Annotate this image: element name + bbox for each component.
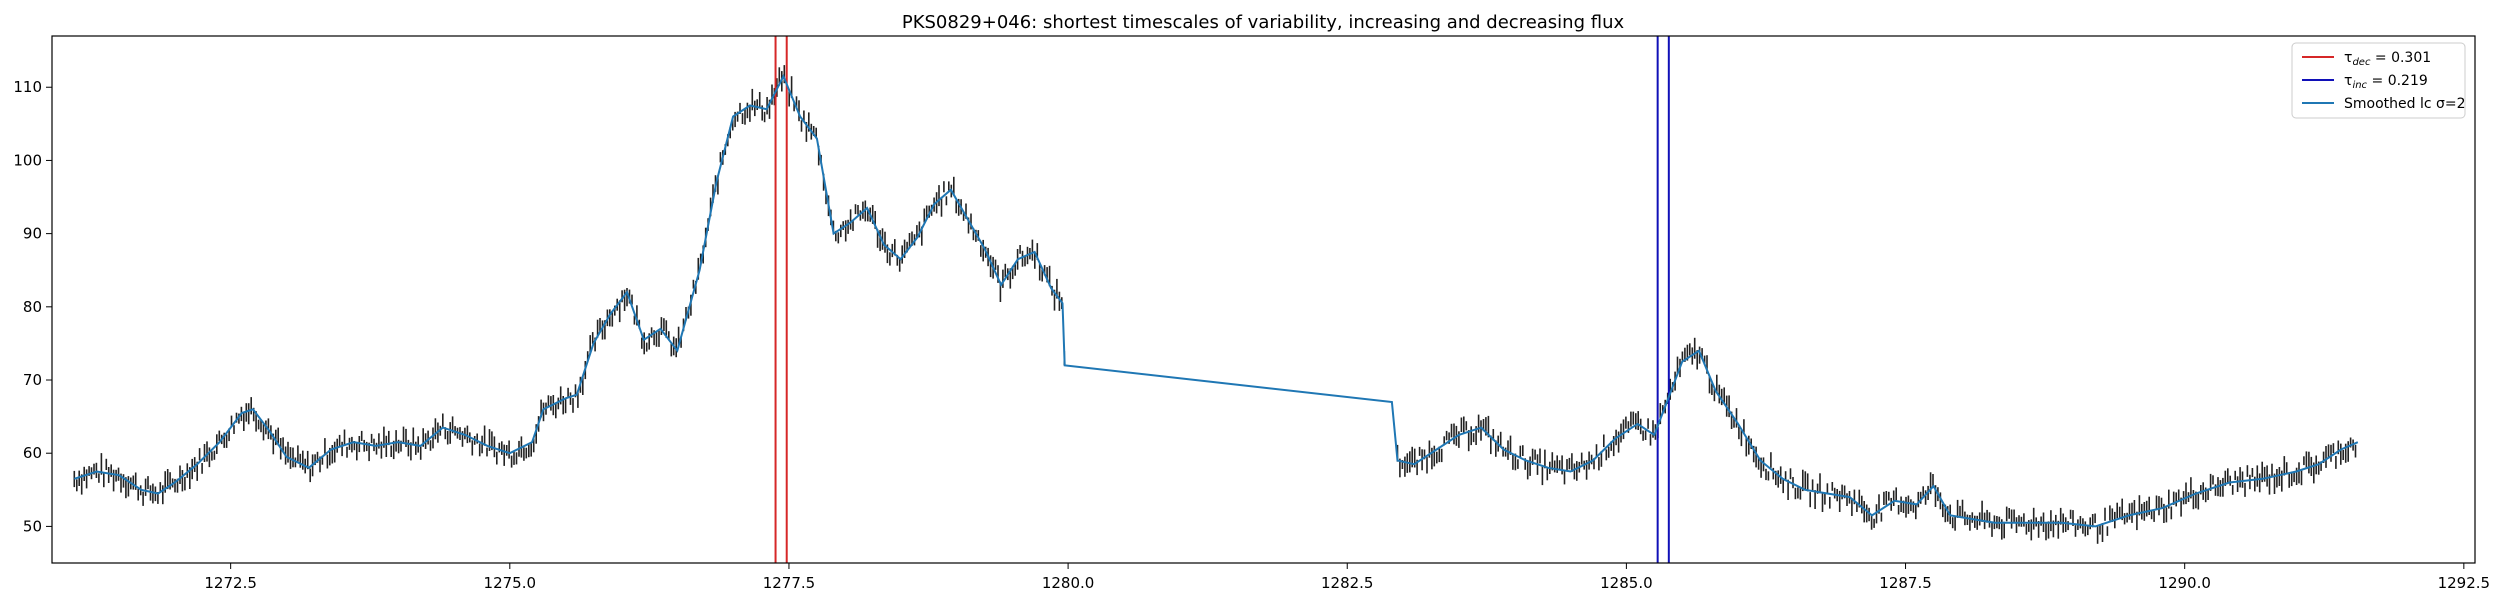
legend-label: τdec = 0.301	[2344, 50, 2431, 68]
legend: τdec = 0.301 τinc = 0.219 Smoothed lc σ=2	[2291, 42, 2466, 119]
x-tick-label: 1282.5	[1321, 574, 1374, 592]
y-tick-label: 70	[23, 371, 42, 389]
x-tick-label: 1272.5	[204, 574, 257, 592]
observed-points	[73, 65, 2357, 544]
legend-box	[2291, 42, 2466, 119]
x-tick-label: 1275.0	[484, 574, 537, 592]
y-tick-label: 60	[23, 444, 42, 462]
x-tick-label: 1290.0	[2158, 574, 2211, 592]
axes: 1272.5 1275.0 1277.5 1280.0 1282.5 1285.0 1287…	[13, 78, 2490, 592]
plot-frame	[51, 35, 2476, 564]
x-tick-label: 1287.5	[1879, 574, 1932, 592]
legend-label: Smoothed lc σ=2	[2344, 96, 2466, 112]
x-tick-label: 1280.0	[1042, 574, 1095, 592]
y-tick-label: 50	[23, 517, 42, 535]
chart-title: PKS0829+046: shortest timescales of vari…	[902, 12, 1625, 33]
smoothed-light-curve	[73, 73, 2359, 528]
y-tick-label: 80	[23, 298, 42, 316]
y-tick-label: 100	[13, 151, 42, 169]
y-tick-label: 90	[23, 225, 42, 243]
plot-area	[73, 36, 2359, 563]
x-tick-label: 1277.5	[763, 574, 816, 592]
x-tick-label: 1292.5	[2438, 574, 2491, 592]
y-tick-label: 110	[13, 78, 42, 96]
legend-label: τinc = 0.219	[2344, 73, 2428, 91]
x-tick-label: 1285.0	[1600, 574, 1653, 592]
